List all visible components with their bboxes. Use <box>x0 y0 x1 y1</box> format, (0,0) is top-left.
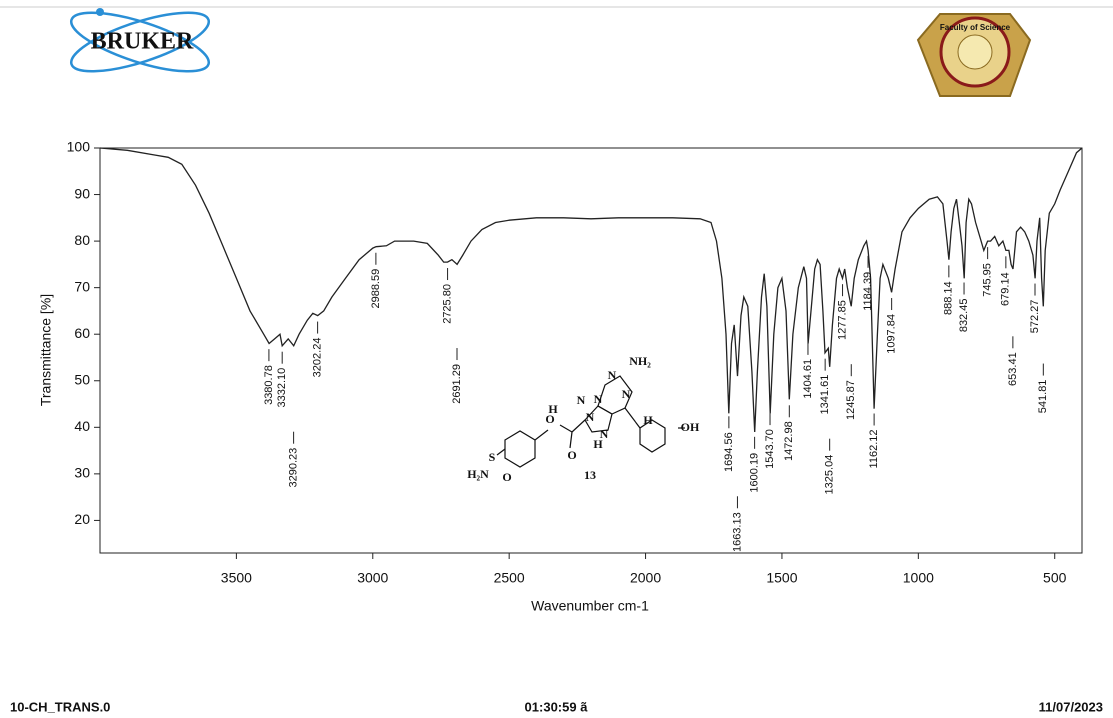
peak-label: 1543.70 <box>764 429 776 469</box>
molecule <box>496 375 685 468</box>
atom-label: N <box>622 387 631 401</box>
y-tick-label: 100 <box>67 139 91 155</box>
peak-label: 3380.78 <box>263 365 275 405</box>
atom-label: S <box>489 450 496 464</box>
peak-label: 3290.23 <box>288 448 300 488</box>
peak-label: 888.14 <box>943 281 955 315</box>
seal-text: Faculty of Science <box>940 23 1011 32</box>
logo-text: BRUKER <box>91 29 194 55</box>
peak-label: 679.14 <box>1000 272 1012 306</box>
peak-label: 1162.12 <box>868 429 880 468</box>
plot-frame <box>99 147 1083 554</box>
peak-label: 3332.10 <box>276 368 288 408</box>
atom-label: OH <box>681 420 700 434</box>
spectrum-line <box>99 147 1083 433</box>
peak-label: 745.95 <box>982 263 994 297</box>
footer: 10-CH_TRANS.0 01:30:59 ã 11/07/2023 <box>10 699 1103 714</box>
footer-left: 10-CH_TRANS.0 <box>10 699 110 714</box>
y-tick-label: 40 <box>74 418 90 434</box>
peak-label: 1325.04 <box>824 455 836 495</box>
peak-label: 541.81 <box>1037 380 1049 414</box>
peak-label: 1600.19 <box>749 453 761 493</box>
peak-label: 1184.39 <box>862 272 874 311</box>
x-axis-title: Wavenumber cm-1 <box>531 598 649 614</box>
peak-label: 2691.29 <box>451 364 463 404</box>
y-tick-label: 30 <box>74 465 90 481</box>
peak-label: 2988.59 <box>370 269 382 309</box>
peak-label: 3202.24 <box>312 338 324 378</box>
atom-label: N <box>594 392 603 406</box>
atom-label: O <box>567 448 576 462</box>
peak-label: 832.45 <box>958 299 970 333</box>
peak-label: 1663.13 <box>731 512 743 552</box>
x-tick-label: 2500 <box>494 570 525 586</box>
atom-label: H <box>593 437 603 451</box>
peak-label: 1472.98 <box>783 421 795 461</box>
footer-right: 11/07/2023 <box>1039 699 1103 714</box>
peak-label: 1245.87 <box>845 380 857 420</box>
compound-label: 13 <box>584 468 596 482</box>
peak-label: 1341.61 <box>819 375 831 415</box>
peak-label: 1277.85 <box>836 300 848 340</box>
bruker-logo: BRUKER <box>69 8 211 73</box>
y-tick-label: 20 <box>74 511 90 527</box>
peak-label: 653.41 <box>1007 352 1019 386</box>
atom-label: N <box>586 410 595 424</box>
y-axis-title: Transmittance [%] <box>38 294 54 406</box>
atom-label: O <box>545 412 554 426</box>
atom-label: H <box>548 402 558 416</box>
peak-label: 1097.84 <box>886 314 898 354</box>
atom-label: N <box>577 393 586 407</box>
atom-label: H <box>643 413 653 427</box>
x-tick-label: 3000 <box>357 570 388 586</box>
y-tick-label: 50 <box>74 371 90 387</box>
y-tick-label: 70 <box>74 278 90 294</box>
x-tick-label: 1000 <box>903 570 934 586</box>
footer-center: 01:30:59 ã <box>525 699 589 714</box>
peak-label: 572.27 <box>1029 300 1041 334</box>
x-tick-label: 1500 <box>766 570 797 586</box>
x-tick-label: 2000 <box>630 570 661 586</box>
atom-label: N <box>600 427 609 441</box>
atom-label: NH₂ <box>629 354 651 368</box>
peak-label: 1694.56 <box>723 432 735 472</box>
y-tick-label: 90 <box>74 185 90 201</box>
atom-label: O <box>502 470 511 484</box>
atom-label: N <box>608 368 617 382</box>
x-tick-label: 500 <box>1043 570 1067 586</box>
x-tick-label: 3500 <box>221 570 252 586</box>
y-tick-label: 60 <box>74 325 90 341</box>
y-tick-label: 80 <box>74 232 90 248</box>
atom-label: H₂N <box>467 467 489 481</box>
peak-label: 2725.80 <box>441 284 453 324</box>
peak-label: 1404.61 <box>802 359 814 399</box>
faculty-seal: Faculty of Science <box>916 13 1032 97</box>
